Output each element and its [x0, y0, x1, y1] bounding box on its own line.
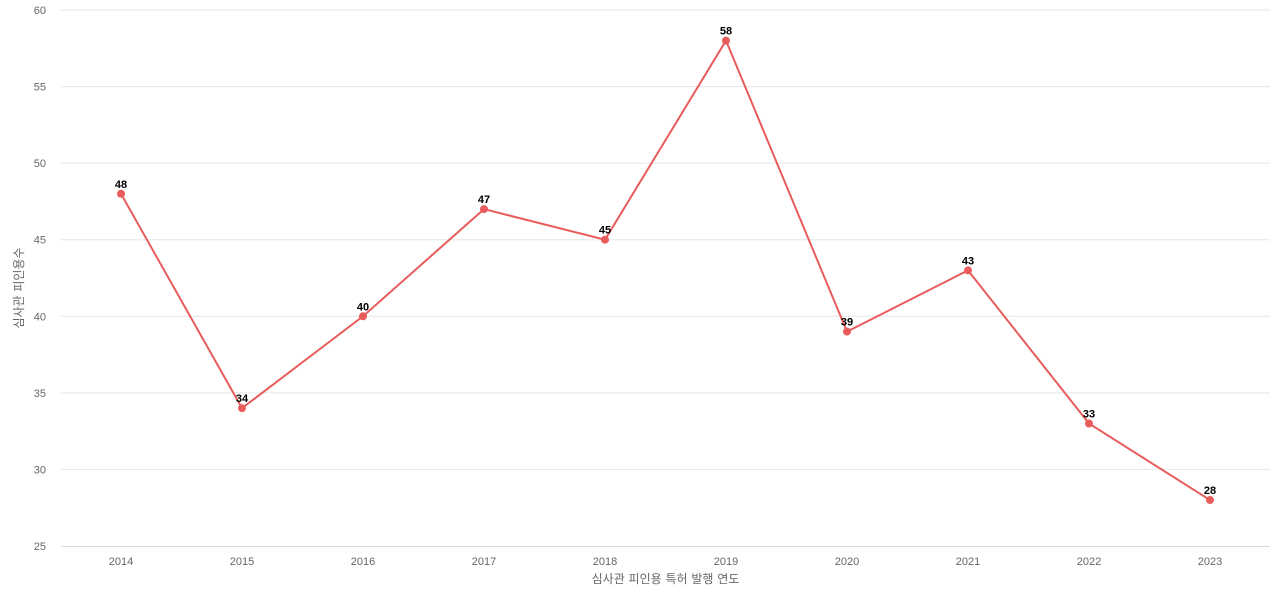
x-tick-label: 2021	[956, 556, 980, 568]
data-label: 48	[115, 179, 127, 191]
data-label: 45	[599, 225, 611, 237]
data-label: 33	[1083, 408, 1095, 420]
y-tick-label: 30	[34, 464, 46, 476]
x-tick-label: 2023	[1198, 556, 1222, 568]
y-tick-label: 55	[34, 82, 46, 94]
y-tick-label: 50	[34, 158, 46, 170]
y-tick-label: 45	[34, 235, 46, 247]
data-point	[1085, 419, 1093, 428]
data-point	[238, 404, 246, 413]
y-axis-ticks: 25 30 35 40 45 50 55 60	[34, 5, 46, 553]
x-tick-label: 2017	[472, 556, 496, 568]
data-label: 58	[720, 26, 732, 38]
data-label: 34	[236, 393, 249, 405]
x-tick-label: 2018	[593, 556, 617, 568]
x-axis-title: 심사관 피인용 특허 발행 연도	[592, 571, 740, 586]
x-tick-label: 2020	[835, 556, 859, 568]
x-tick-label: 2014	[109, 556, 133, 568]
x-tick-label: 2016	[351, 556, 375, 568]
data-point	[117, 189, 125, 198]
data-point	[964, 266, 972, 275]
x-tick-label: 2015	[230, 556, 254, 568]
data-point	[359, 312, 367, 321]
data-label: 40	[357, 301, 369, 313]
y-axis-title: 심사관 피인용수	[12, 247, 26, 328]
data-point	[1206, 496, 1214, 505]
data-point	[843, 327, 851, 336]
data-points	[117, 36, 1214, 505]
series-line	[120, 38, 1211, 501]
y-tick-label: 35	[34, 388, 46, 400]
data-label: 43	[962, 255, 974, 267]
y-tick-label: 40	[34, 311, 46, 323]
data-point	[601, 235, 609, 244]
x-tick-label: 2019	[714, 556, 738, 568]
data-label: 47	[478, 194, 490, 206]
data-label: 28	[1204, 485, 1216, 497]
y-tick-label: 25	[34, 541, 46, 553]
data-labels: 48 34 40 47 45 58 39 43 33 28	[115, 26, 1216, 497]
data-point	[722, 36, 730, 45]
y-tick-label: 60	[34, 5, 46, 17]
data-label: 39	[841, 317, 853, 329]
x-tick-label: 2022	[1077, 556, 1101, 568]
x-axis-ticks: 2014 2015 2016 2017 2018 2019 2020 2021 2022 2023	[109, 556, 1222, 568]
data-point	[480, 205, 488, 214]
